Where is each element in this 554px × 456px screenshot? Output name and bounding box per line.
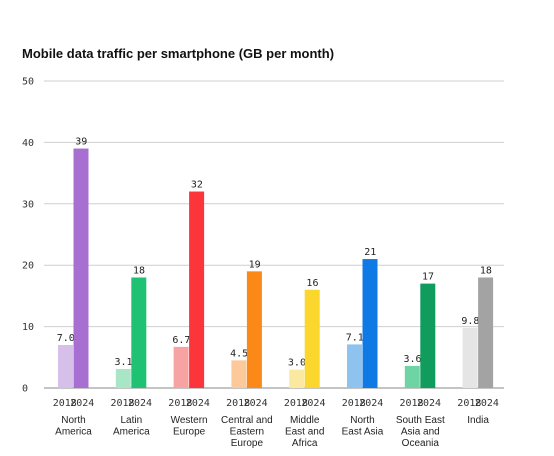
- y-tick-label: 20: [22, 261, 34, 272]
- bar: [404, 365, 420, 388]
- data-label: 32: [191, 180, 203, 191]
- data-label: 4.5: [230, 348, 248, 359]
- bar: [173, 346, 189, 388]
- category-label: Europe: [173, 427, 206, 438]
- bar: [304, 289, 320, 388]
- data-label: 17: [422, 272, 434, 283]
- x-tick-label-year: 2024: [70, 398, 94, 409]
- category-label: Eastern: [230, 427, 264, 438]
- data-label: 7.1: [346, 332, 364, 343]
- y-tick-label: 30: [22, 199, 34, 210]
- bar: [347, 344, 362, 388]
- category-label: Middle: [290, 415, 320, 426]
- category-label: North: [61, 415, 85, 426]
- bar: [58, 345, 73, 388]
- x-tick-label-year: 2018: [342, 398, 366, 409]
- data-label: 6.7: [172, 335, 190, 346]
- x-tick-label-year: 2018: [168, 398, 192, 409]
- category-label: North: [350, 415, 374, 426]
- category-label: India: [467, 415, 489, 426]
- data-label: 3.6: [404, 354, 422, 365]
- bar: [462, 327, 478, 388]
- bar: [362, 259, 378, 388]
- x-tick-label-year: 2024: [128, 398, 152, 409]
- bar: [289, 369, 305, 388]
- data-label: 16: [306, 278, 318, 289]
- data-label: 3.0: [288, 358, 306, 369]
- bar: [131, 277, 147, 388]
- data-label: 9.8: [461, 316, 479, 327]
- category-label: Africa: [292, 438, 318, 449]
- bar: [246, 271, 262, 388]
- y-tick-label: 50: [22, 77, 34, 88]
- data-label: 19: [249, 259, 261, 270]
- data-label: 18: [133, 265, 145, 276]
- category-label: America: [113, 427, 150, 438]
- data-label: 3.1: [115, 357, 133, 368]
- data-label: 39: [75, 137, 87, 148]
- x-tick-label-year: 2024: [475, 398, 499, 409]
- x-tick-label-year: 2018: [226, 398, 250, 409]
- x-tick-label-year: 2018: [400, 398, 424, 409]
- chart-title: Mobile data traffic per smartphone (GB p…: [22, 46, 335, 61]
- y-tick-label: 40: [22, 138, 34, 149]
- data-label: 21: [364, 247, 376, 258]
- y-tick-label: 0: [22, 384, 28, 395]
- bar: [420, 283, 436, 388]
- category-label: Europe: [231, 438, 264, 449]
- x-tick-label-year: 2024: [359, 398, 383, 409]
- y-tick-label: 10: [22, 322, 34, 333]
- category-label: East and: [285, 427, 324, 438]
- x-tick-label-year: 2024: [417, 398, 441, 409]
- category-label: Central and: [221, 415, 273, 426]
- category-label: South East: [396, 415, 445, 426]
- x-tick-label-year: 2018: [457, 398, 481, 409]
- category-label: Oceania: [402, 438, 440, 449]
- bar: [231, 360, 247, 388]
- bar: [478, 277, 494, 388]
- x-tick-label-year: 2018: [53, 398, 77, 409]
- category-label: America: [55, 427, 92, 438]
- x-tick-label-year: 2018: [284, 398, 308, 409]
- data-label: 7.0: [57, 333, 75, 344]
- bar: [189, 191, 205, 388]
- category-label: Asia and: [401, 427, 440, 438]
- x-tick-label-year: 2024: [186, 398, 210, 409]
- bar: [115, 368, 131, 388]
- x-tick-label-year: 2024: [301, 398, 325, 409]
- bar: [73, 148, 89, 388]
- category-label: Western: [171, 415, 208, 426]
- x-tick-label-year: 2018: [111, 398, 135, 409]
- x-tick-label-year: 2024: [244, 398, 268, 409]
- data-label: 18: [480, 265, 492, 276]
- category-label: Latin: [120, 415, 142, 426]
- category-label: East Asia: [342, 427, 384, 438]
